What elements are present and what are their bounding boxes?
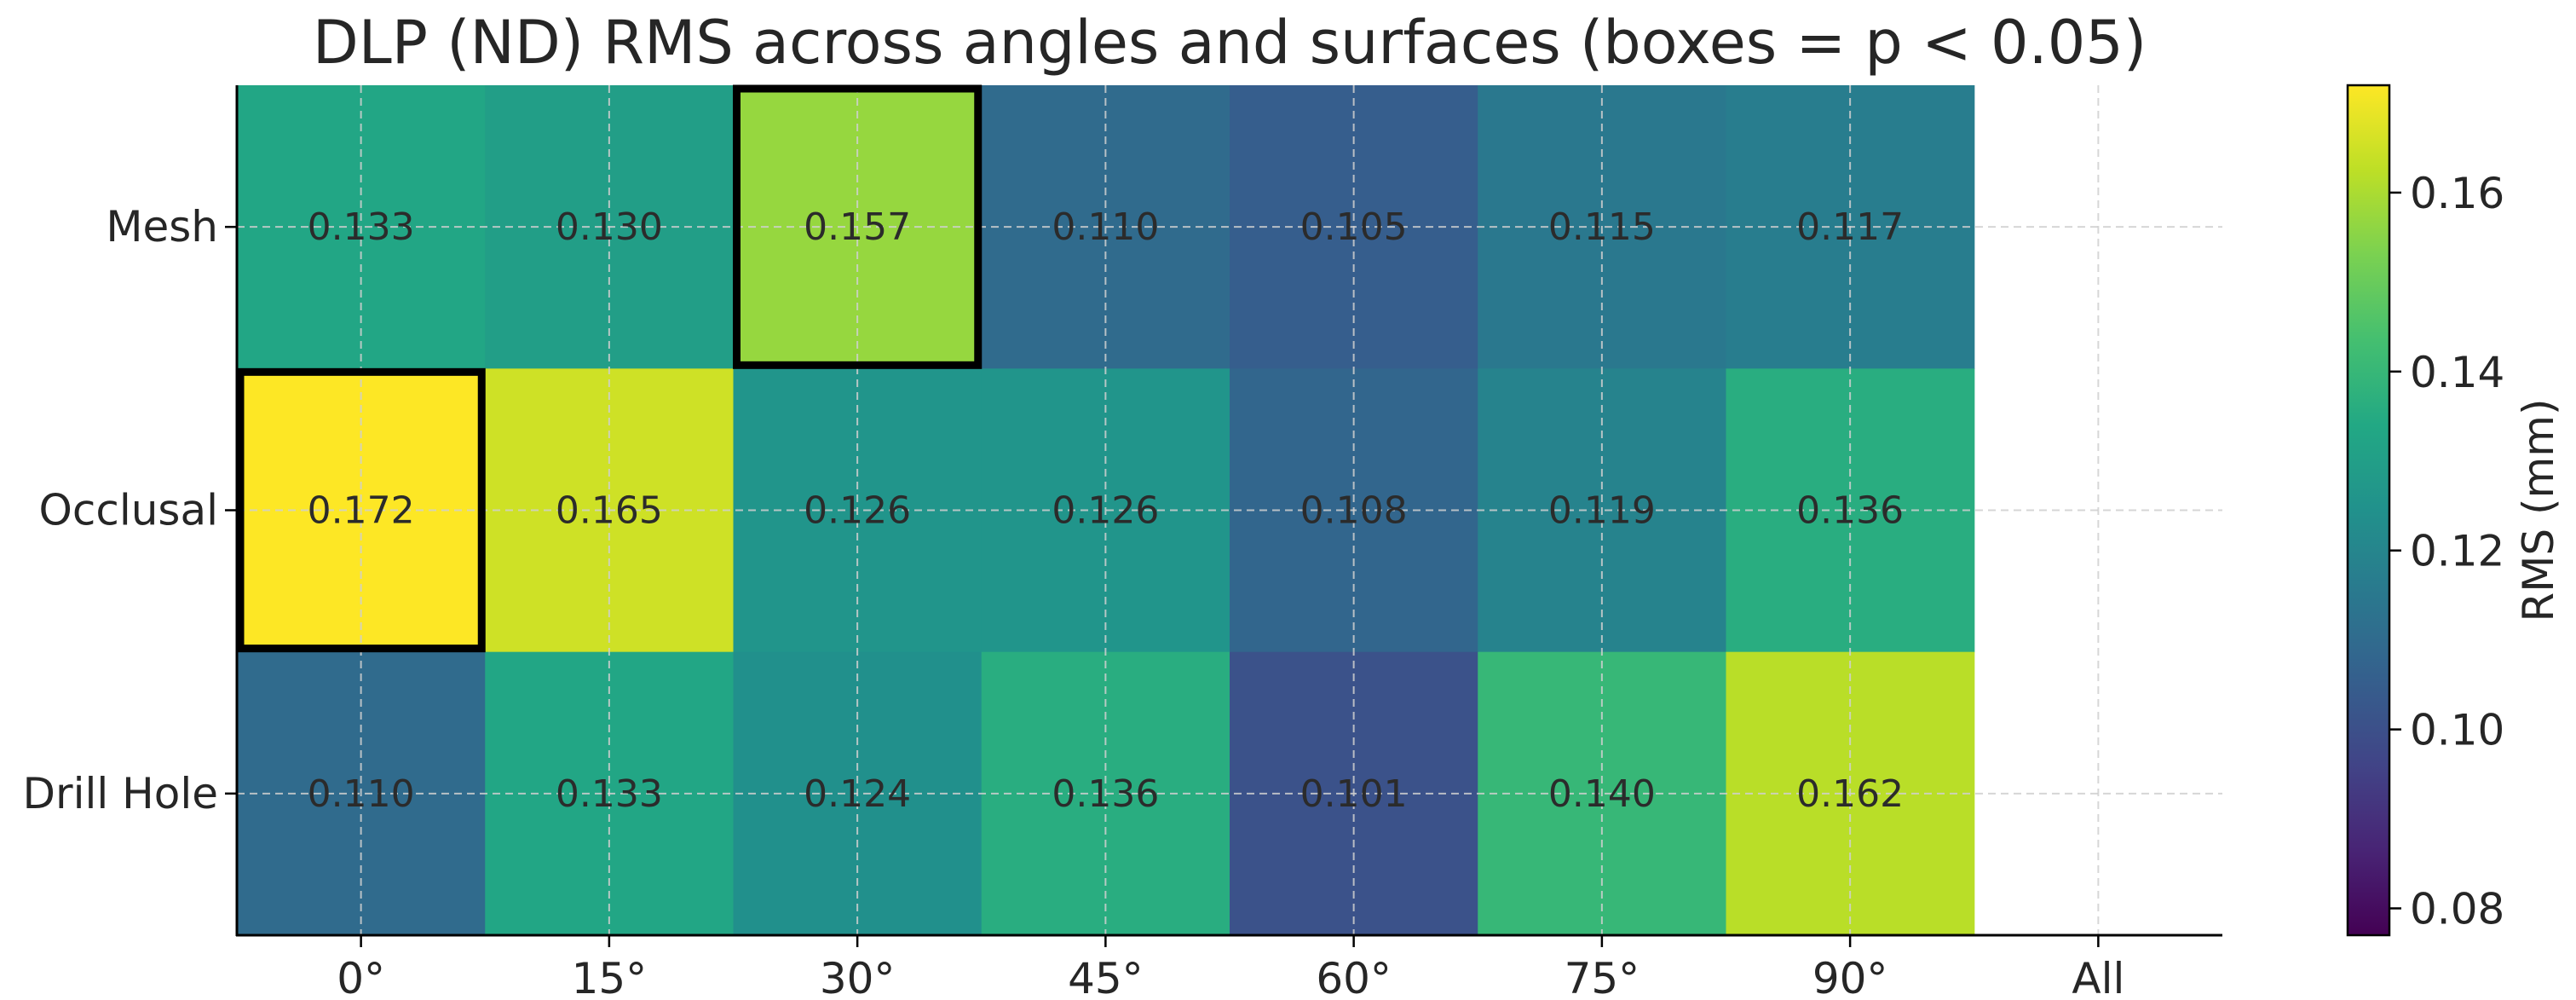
cell-value-label: 0.108 — [1300, 489, 1408, 533]
colorbar-tick-label: 0.14 — [2410, 348, 2504, 397]
significance-box — [236, 367, 486, 653]
cell-value-label: 0.133 — [556, 772, 663, 816]
y-tick-label: Occlusal — [39, 486, 219, 535]
x-tick-label: 15° — [572, 954, 648, 1000]
cell-value-label: 0.140 — [1548, 772, 1656, 816]
cell-value-label: 0.101 — [1300, 772, 1408, 816]
cell-value-label: 0.136 — [1796, 489, 1904, 533]
significance-box — [733, 84, 983, 369]
y-tick-label: Drill Hole — [23, 769, 218, 818]
colorbar-tick-label: 0.10 — [2410, 706, 2504, 755]
y-tick-label: Mesh — [106, 202, 218, 251]
cell-value-label: 0.136 — [1052, 772, 1159, 816]
cell-value-label: 0.126 — [804, 489, 911, 533]
cell-value-label: 0.157 — [804, 205, 911, 249]
x-tick-label: 60° — [1316, 954, 1392, 1000]
cell-value-label: 0.124 — [804, 772, 911, 816]
cell-value-label: 0.110 — [308, 772, 415, 816]
colorbar-tick-label: 0.16 — [2410, 169, 2504, 218]
cell-value-label: 0.172 — [308, 489, 415, 533]
cell-value-label: 0.110 — [1052, 205, 1159, 249]
colorbar-tick-label: 0.12 — [2410, 527, 2504, 576]
colorbar-label: RMS (mm) — [2514, 399, 2563, 622]
cell-value-label: 0.130 — [556, 205, 663, 249]
chart-title: DLP (ND) RMS across angles and surfaces … — [312, 8, 2147, 78]
x-tick-label: 30° — [820, 954, 896, 1000]
x-tick-label: All — [2072, 954, 2124, 1000]
cell-value-label: 0.162 — [1796, 772, 1904, 816]
cell-value-label: 0.115 — [1548, 205, 1656, 249]
colorbar-tick-label: 0.08 — [2410, 885, 2504, 934]
colorbar — [2346, 84, 2391, 937]
cell-value-label: 0.119 — [1548, 489, 1656, 533]
cell-value-label: 0.165 — [556, 489, 663, 533]
x-tick-label: 0° — [337, 954, 385, 1000]
cell-value-label: 0.105 — [1300, 205, 1408, 249]
cell-value-label: 0.133 — [308, 205, 415, 249]
x-tick-label: 90° — [1812, 954, 1888, 1000]
cell-value-label: 0.126 — [1052, 489, 1159, 533]
cell-value-label: 0.117 — [1796, 205, 1904, 249]
x-tick-label: 45° — [1068, 954, 1144, 1000]
x-tick-label: 75° — [1565, 954, 1640, 1000]
